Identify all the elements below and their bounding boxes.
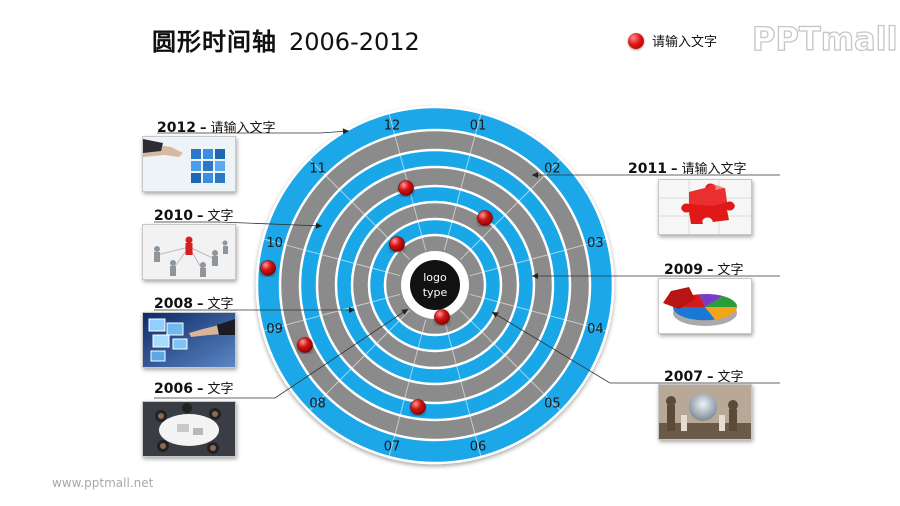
entry-year: 2009 <box>664 262 703 278</box>
people-network-icon <box>143 225 235 279</box>
month-divider-line <box>443 319 482 458</box>
page-title: 圆形时间轴 2006-2012 <box>152 22 420 57</box>
connector-arrow-2008 <box>349 307 355 313</box>
event-dot <box>389 236 405 252</box>
entry-text: 请输入文字 <box>210 121 276 136</box>
legend-dot-icon <box>628 32 644 49</box>
event-dot <box>398 180 414 196</box>
month-divider-line <box>388 319 427 458</box>
entry-text: 文字 <box>717 263 744 278</box>
month-divider-line <box>308 310 410 412</box>
entry-label-2010: 2010 – 文字 <box>154 205 233 224</box>
entry-label-2011: 2011 – 请输入文字 <box>628 158 746 177</box>
month-number-09: 09 <box>266 322 283 337</box>
3d-pie-chart-icon <box>659 279 751 333</box>
entry-label-2007: 2007 – 文字 <box>664 366 743 385</box>
month-number-03: 03 <box>587 236 604 251</box>
entry-year: 2012 <box>157 120 196 136</box>
brand-logo: PPTmall <box>751 19 898 58</box>
hand-touching-cubes-icon <box>143 137 235 191</box>
connector-arrow-2009 <box>532 273 538 279</box>
entry-dash: – <box>196 297 204 312</box>
entry-year: 2007 <box>664 369 703 385</box>
month-divider-line <box>443 112 482 251</box>
entry-text: 文字 <box>207 382 234 397</box>
month-divider-line <box>469 238 608 277</box>
month-number-07: 07 <box>384 439 401 454</box>
entry-image-2009 <box>658 278 752 334</box>
month-number-06: 06 <box>470 439 487 454</box>
footer-url: www.pptmall.net <box>52 476 154 490</box>
month-number-01: 01 <box>470 119 487 134</box>
entry-year: 2010 <box>154 208 193 224</box>
team-meeting-top-view-icon <box>143 402 235 456</box>
entry-label-2006: 2006 – 文字 <box>154 378 233 397</box>
month-number-10: 10 <box>266 236 283 251</box>
entry-image-2010 <box>142 224 236 280</box>
month-number-08: 08 <box>309 396 326 411</box>
month-number-05: 05 <box>544 396 561 411</box>
month-divider-line <box>460 310 562 412</box>
connector-arrow-2010 <box>315 222 322 229</box>
red-puzzle-piece-icon <box>659 180 751 234</box>
month-number-04: 04 <box>587 322 604 337</box>
event-dot <box>434 309 450 325</box>
entry-label-2012: 2012 – 请输入文字 <box>157 117 275 136</box>
connector-line-2010 <box>154 221 323 227</box>
chess-globe-icon <box>659 385 751 439</box>
center-logo-circle <box>410 260 460 310</box>
connector-arrow-2011 <box>532 172 538 178</box>
month-number-12: 12 <box>384 119 401 134</box>
entry-text: 文字 <box>207 297 234 312</box>
entry-image-2006 <box>142 401 236 457</box>
entry-year: 2008 <box>154 296 193 312</box>
title-years: 2006-2012 <box>289 28 420 56</box>
month-number-02: 02 <box>544 162 561 177</box>
entry-year: 2006 <box>154 381 193 397</box>
center-logo-text-line1: logo <box>423 271 447 284</box>
month-divider-line <box>469 293 608 332</box>
entry-dash: – <box>706 370 714 385</box>
entry-dash: – <box>196 382 204 397</box>
connector-line-2007 <box>491 311 780 384</box>
center-logo-text-line2: type <box>423 286 448 299</box>
entry-image-2011 <box>658 179 752 235</box>
entry-image-2007 <box>658 384 752 440</box>
event-dot <box>477 210 493 226</box>
entry-label-2008: 2008 – 文字 <box>154 293 233 312</box>
month-divider-line <box>262 238 401 277</box>
connector-arrow-2012 <box>342 128 349 135</box>
connector-line-2006 <box>154 308 409 399</box>
month-divider-line <box>460 158 562 260</box>
hand-with-photos-icon <box>143 313 235 367</box>
entry-text: 文字 <box>207 209 234 224</box>
entry-dash: – <box>199 121 207 136</box>
connector-line-2012 <box>157 130 350 134</box>
entry-dash: – <box>196 209 204 224</box>
event-dot <box>410 399 426 415</box>
event-dot <box>297 337 313 353</box>
connector-arrow-2007 <box>492 312 499 318</box>
entry-image-2012 <box>142 136 236 192</box>
entry-text: 请输入文字 <box>681 162 747 177</box>
event-dot <box>260 260 276 276</box>
entry-label-2009: 2009 – 文字 <box>664 259 743 278</box>
connector-arrow-2006 <box>401 309 408 315</box>
entry-dash: – <box>670 162 678 177</box>
entry-text: 文字 <box>717 370 744 385</box>
entry-image-2008 <box>142 312 236 368</box>
legend: 请输入文字 <box>628 31 717 50</box>
legend-text: 请输入文字 <box>652 35 718 50</box>
month-number-11: 11 <box>309 162 326 177</box>
month-divider-line <box>262 293 401 332</box>
entry-year: 2011 <box>628 161 667 177</box>
title-main: 圆形时间轴 <box>152 28 277 56</box>
entry-dash: – <box>706 263 714 278</box>
